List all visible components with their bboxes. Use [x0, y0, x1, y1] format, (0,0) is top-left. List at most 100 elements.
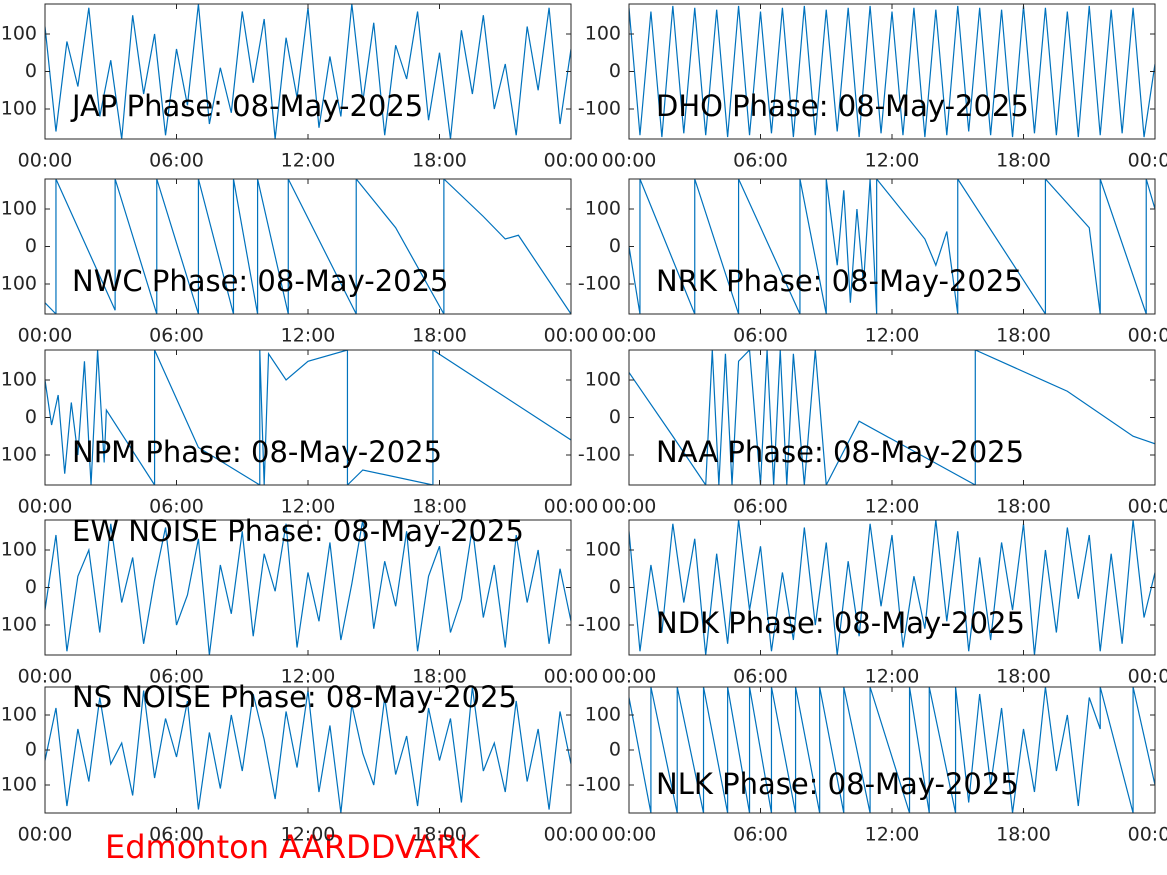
x-tick-label: 18:00	[996, 666, 1051, 688]
x-tick-label: 12:00	[865, 824, 920, 846]
phase-line	[45, 520, 571, 655]
y-tick-label: 100	[585, 539, 621, 561]
x-tick-label: 06:00	[733, 666, 788, 688]
y-tick-label: -100	[578, 614, 621, 636]
panel: -100 0 100 00:00 06:00 12:00 18:00 00:00 NPM Pha…	[0, 349, 599, 518]
panel: -100 0 100 00:00 06:00 12:00 18:00 00:00 NWC Pha…	[0, 178, 599, 347]
x-tick-label: 00:00	[18, 824, 73, 846]
x-tick-label: 12:00	[865, 325, 920, 347]
x-tick-label: 00:00	[1128, 824, 1167, 846]
x-tick-label: 00:00	[18, 150, 73, 172]
panel-title: NLK Phase: 08-May-2025	[656, 767, 1019, 801]
panel-title: NAA Phase: 08-May-2025	[656, 435, 1024, 469]
x-tick-label: 06:00	[733, 496, 788, 518]
x-tick-label: 06:00	[733, 325, 788, 347]
y-tick-label: 0	[25, 739, 37, 761]
x-tick-label: 00:00	[18, 666, 73, 688]
x-tick-label: 12:00	[281, 150, 336, 172]
panel-title: NPM Phase: 08-May-2025	[72, 435, 442, 469]
panel-title: NRK Phase: 08-May-2025	[656, 264, 1023, 298]
phase-line	[629, 520, 1155, 655]
panel-title: NWC Phase: 08-May-2025	[72, 264, 449, 298]
panel-title: JAP Phase: 08-May-2025	[70, 89, 423, 123]
y-tick-label: -100	[0, 273, 37, 295]
panel-title: EW NOISE Phase: 08-May-2025	[72, 514, 524, 548]
y-tick-label: -100	[578, 444, 621, 466]
x-tick-label: 00:00	[544, 496, 599, 518]
panel: -100 0 100 00:00 06:00 12:00 18:00 00:00 NS NOIS…	[0, 680, 598, 846]
panel: -100 0 100 00:00 06:00 12:00 18:00 00:00 EW NOIS…	[0, 514, 598, 688]
x-tick-label: 18:00	[412, 824, 467, 846]
x-tick-label: 18:00	[996, 824, 1051, 846]
panel: -100 0 100 00:00 06:00 12:00 18:00 00:00 DHO Pha…	[578, 3, 1167, 172]
x-tick-label: 18:00	[412, 496, 467, 518]
y-tick-label: -100	[0, 774, 37, 796]
y-tick-label: 0	[609, 576, 621, 598]
x-tick-label: 06:00	[149, 666, 204, 688]
x-tick-label: 00:00	[602, 496, 657, 518]
y-tick-label: -100	[0, 614, 37, 636]
plot-area	[629, 179, 1155, 314]
plot-area	[45, 520, 571, 655]
panel-title: NS NOISE Phase: 08-May-2025	[72, 680, 517, 714]
phase-line	[629, 687, 1155, 813]
x-tick-label: 12:00	[281, 824, 336, 846]
y-tick-label: 0	[609, 235, 621, 257]
panel: -100 0 100 00:00 06:00 12:00 18:00 00:00 NAA Pha…	[578, 349, 1167, 518]
x-tick-label: 06:00	[149, 824, 204, 846]
y-tick-label: 100	[1, 704, 37, 726]
plot-area	[45, 350, 571, 485]
x-tick-label: 12:00	[281, 325, 336, 347]
panel: -100 0 100 00:00 06:00 12:00 18:00 00:00 NRK Pha…	[578, 178, 1167, 347]
y-tick-label: -100	[0, 98, 37, 120]
x-tick-label: 06:00	[149, 150, 204, 172]
panel-title: DHO Phase: 08-May-2025	[656, 89, 1029, 123]
phase-line	[45, 350, 571, 485]
phase-line	[45, 179, 571, 314]
x-tick-label: 06:00	[149, 496, 204, 518]
phase-line	[629, 179, 1155, 314]
x-tick-label: 06:00	[733, 824, 788, 846]
y-tick-label: 100	[1, 539, 37, 561]
y-tick-label: -100	[578, 98, 621, 120]
x-tick-label: 00:00	[1128, 325, 1167, 347]
y-tick-label: 0	[25, 406, 37, 428]
x-tick-label: 00:00	[602, 824, 657, 846]
y-tick-label: 0	[25, 235, 37, 257]
y-tick-label: -100	[578, 273, 621, 295]
plot-area	[45, 179, 571, 314]
x-tick-label: 12:00	[865, 150, 920, 172]
x-tick-label: 00:00	[1128, 666, 1167, 688]
x-tick-label: 00:00	[602, 666, 657, 688]
panel: -100 0 100 00:00 06:00 12:00 18:00 00:00 NLK Pha…	[578, 686, 1167, 846]
y-tick-label: 0	[25, 60, 37, 82]
x-tick-label: 12:00	[865, 666, 920, 688]
phase-line	[629, 5, 1155, 138]
x-tick-label: 06:00	[149, 325, 204, 347]
x-tick-label: 00:00	[18, 325, 73, 347]
y-tick-label: 0	[609, 739, 621, 761]
y-tick-label: 0	[25, 576, 37, 598]
x-tick-label: 18:00	[996, 325, 1051, 347]
y-tick-label: 0	[609, 406, 621, 428]
x-tick-label: 00:00	[1128, 496, 1167, 518]
y-tick-label: 100	[1, 369, 37, 391]
x-tick-label: 18:00	[412, 150, 467, 172]
x-tick-label: 00:00	[544, 325, 599, 347]
plot-area	[629, 5, 1155, 138]
x-tick-label: 00:00	[544, 666, 599, 688]
y-tick-label: 100	[1, 23, 37, 45]
x-tick-label: 00:00	[602, 150, 657, 172]
x-tick-label: 18:00	[996, 496, 1051, 518]
panel: -100 0 100 00:00 06:00 12:00 18:00 00:00 JAP Pha…	[0, 3, 599, 172]
y-tick-label: 100	[585, 704, 621, 726]
y-tick-label: 0	[609, 60, 621, 82]
x-tick-label: 00:00	[544, 824, 599, 846]
x-tick-label: 12:00	[281, 666, 336, 688]
plot-area	[629, 687, 1155, 813]
x-tick-label: 00:00	[544, 150, 599, 172]
x-tick-label: 18:00	[996, 150, 1051, 172]
y-tick-label: -100	[0, 444, 37, 466]
plot-area	[629, 520, 1155, 655]
